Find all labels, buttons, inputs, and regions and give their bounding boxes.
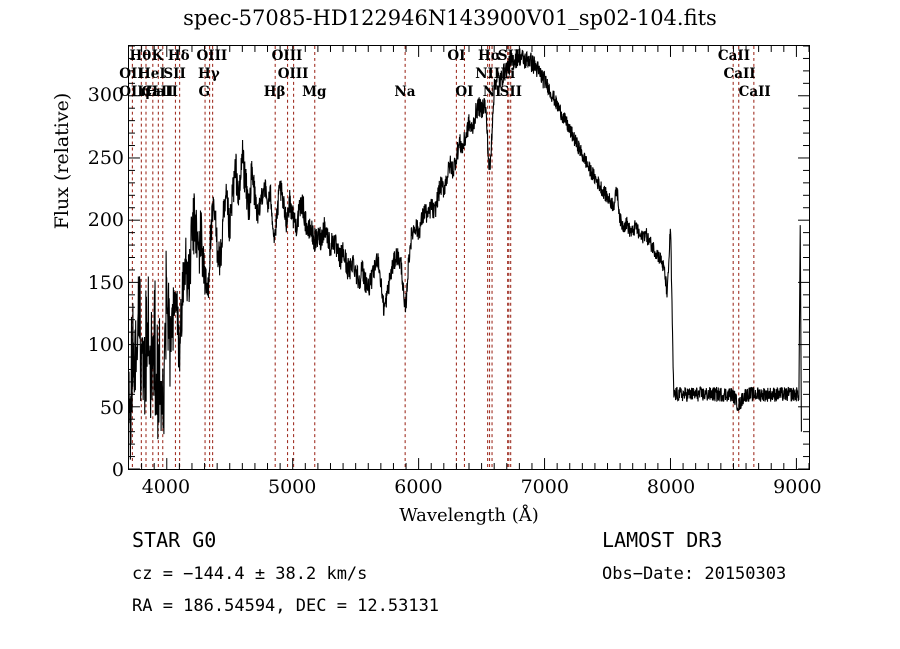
object-class-text: STAR G0 bbox=[132, 528, 217, 552]
y-tick-label-0: 0 bbox=[111, 459, 124, 481]
survey-name-text: LAMOST DR3 bbox=[602, 528, 723, 552]
spectrum-plot-area bbox=[128, 45, 810, 470]
spectrum-trace bbox=[129, 48, 802, 460]
x-tick-label-6000: 6000 bbox=[394, 476, 443, 498]
y-tick-label-300: 300 bbox=[87, 84, 124, 106]
y-axis-tick-labels: 0 50 100 150 200 250 300 bbox=[58, 45, 124, 481]
y-tick-label-200: 200 bbox=[87, 209, 124, 231]
metadata-footer: STAR G0 cz = −144.4 ± 38.2 km/s RA = 186… bbox=[0, 528, 900, 638]
x-axis-tick-labels: 4000 5000 6000 7000 8000 9000 bbox=[128, 476, 822, 504]
obs-date-text: Obs−Date: 20150303 bbox=[602, 564, 787, 584]
redshift-text: cz = −144.4 ± 38.2 km/s bbox=[132, 564, 368, 584]
x-axis-title: Wavelength (Å) bbox=[399, 505, 539, 526]
y-tick-label-150: 150 bbox=[87, 271, 124, 294]
x-tick-label-7000: 7000 bbox=[520, 476, 569, 498]
y-tick-label-50: 50 bbox=[99, 396, 124, 419]
x-tick-label-4000: 4000 bbox=[141, 476, 191, 498]
x-tick-label-5000: 5000 bbox=[267, 476, 317, 498]
page-title: spec-57085-HD122946N143900V01_sp02-104.f… bbox=[183, 6, 717, 30]
y-axis-title: Flux (relative) bbox=[51, 92, 73, 230]
y-tick-label-250: 250 bbox=[87, 146, 124, 169]
x-tick-label-8000: 8000 bbox=[646, 476, 696, 498]
y-tick-label-100: 100 bbox=[87, 334, 124, 356]
axis-tick-group bbox=[129, 46, 809, 469]
coordinates-text: RA = 186.54594, DEC = 12.53131 bbox=[132, 596, 440, 616]
x-tick-label-9000: 9000 bbox=[773, 476, 822, 498]
spectrum-svg bbox=[129, 46, 809, 469]
